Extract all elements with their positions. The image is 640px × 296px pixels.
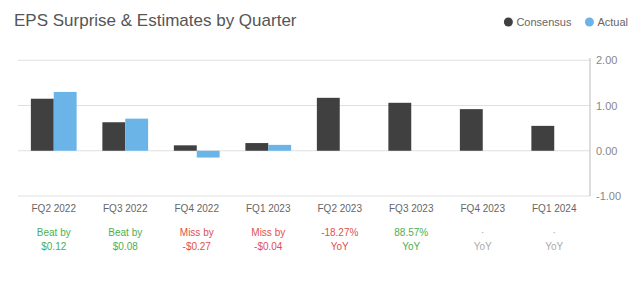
y-tick-label: 2.00 [596,54,617,66]
bar [125,119,148,151]
bar [174,145,197,150]
annotation: Beat by [37,227,71,238]
bar [317,98,340,151]
annotation: Miss by [251,227,285,238]
x-tick-label: FQ4 2022 [175,203,220,214]
chart: EPS Surprise & Estimates by Quarter -1.00… [0,0,640,296]
grid-line [18,60,590,61]
y-tick-label: -1.00 [596,190,621,202]
annotation: $0.12 [41,241,66,252]
annotation: -$0.27 [183,241,212,252]
grid [18,60,590,196]
y-tick-label: 0.00 [596,145,617,157]
bar [460,109,483,151]
annotation: YoY [474,241,492,252]
legend-swatch [504,18,513,27]
x-tick-label: FQ2 2023 [318,203,363,214]
grid-line [18,105,590,106]
title: EPS Surprise & Estimates by Quarter [14,11,297,30]
legend-label: Consensus [516,16,572,28]
y-axis-line [590,58,591,196]
annotation: Miss by [180,227,214,238]
annotation: $0.08 [113,241,138,252]
bar [102,122,125,151]
grid-line [18,196,590,197]
y-tick-label: 1.00 [596,100,617,112]
background [0,0,640,296]
annotation: 88.57% [394,227,428,238]
x-tick-label: FQ3 2022 [103,203,148,214]
x-tick-label: FQ4 2023 [461,203,506,214]
bar [245,143,268,151]
bars [31,92,554,158]
annotation: YoY [545,241,563,252]
bar [388,103,411,151]
annotation: -$0.04 [254,241,283,252]
x-tick-label: FQ3 2023 [389,203,434,214]
annotation: Beat by [108,227,142,238]
bar [531,126,554,151]
x-tick-label: FQ2 2022 [32,203,77,214]
legend-label: Actual [597,16,628,28]
legend-swatch [585,18,594,27]
bar [54,92,77,151]
bar [31,99,54,151]
bar [197,151,220,158]
x-tick-label: FQ1 2023 [246,203,291,214]
bar [268,145,291,151]
x-tick-label: FQ1 2024 [532,203,577,214]
annotation: · [553,227,556,238]
legend: Actual Consensus [504,16,628,28]
annotation: YoY [402,241,420,252]
annotation: · [481,227,484,238]
annotation: -18.27% [321,227,358,238]
annotation: YoY [331,241,349,252]
